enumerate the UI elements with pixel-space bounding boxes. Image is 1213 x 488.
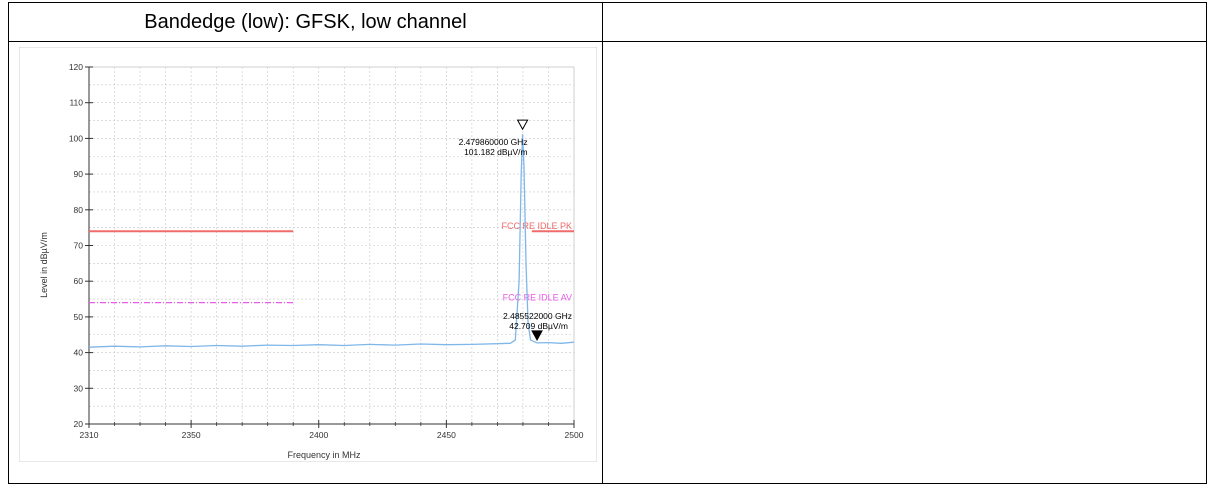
y-tick-label: 120 — [69, 62, 83, 72]
marker-open-triangle-icon — [516, 119, 529, 131]
marker-freq-label: 2.479860000 GHz — [459, 137, 528, 147]
x-tick-label: 2310 — [80, 430, 99, 440]
chart-cell: 20 30 40 50 60 70 80 90 100 110 120 2310 2350 2400 245… — [8, 41, 603, 484]
table-header-left: Bandedge (low): GFSK, low channel — [8, 2, 603, 42]
x-tick-label: 2450 — [437, 430, 456, 440]
y-tick-label: 90 — [74, 169, 84, 179]
table-header-row: Bandedge (low): GFSK, low channel — [8, 2, 1207, 42]
series-line-0 — [88, 134, 575, 348]
table-header-right — [602, 2, 1207, 42]
limit-label-1: FCC RE IDLE AV — [503, 293, 572, 303]
x-axis-label: Frequency in MHz — [287, 450, 361, 460]
axes: 20 30 40 50 60 70 80 90 100 110 120 2310 2350 2400 245… — [69, 62, 584, 440]
series-group — [88, 134, 575, 348]
marker-level-label: 42.709 dBµV/m — [509, 321, 568, 331]
y-tick-label: 60 — [74, 276, 84, 286]
y-tick-label: 20 — [74, 419, 84, 429]
marker-level-label: 101.182 dBµV/m — [464, 147, 528, 157]
table-empty-cell — [602, 41, 1207, 484]
marker-freq-label: 2.485522000 GHz — [503, 311, 572, 321]
report-table: Bandedge (low): GFSK, low channel 20 30 40… — [8, 2, 1207, 484]
x-tick-label: 2400 — [309, 430, 328, 440]
y-tick-label: 40 — [74, 348, 84, 358]
x-tick-label: 2350 — [182, 430, 201, 440]
x-tick-label: 2500 — [565, 430, 584, 440]
y-tick-label: 70 — [74, 241, 84, 251]
y-tick-label: 100 — [69, 133, 83, 143]
y-tick-label: 50 — [74, 312, 84, 322]
marker-filled-triangle-icon — [531, 330, 543, 341]
limit-lines: FCC RE IDLE PK FCC RE IDLE AV — [89, 221, 574, 304]
y-tick-label: 110 — [69, 98, 83, 108]
y-tick-label: 30 — [74, 383, 84, 393]
y-tick-label: 80 — [74, 205, 84, 215]
chart-container: 20 30 40 50 60 70 80 90 100 110 120 2310 2350 2400 245… — [18, 46, 598, 463]
limit-label-0: FCC RE IDLE PK — [501, 221, 572, 231]
table-chart-row: 20 30 40 50 60 70 80 90 100 110 120 2310 2350 2400 245… — [8, 41, 1207, 484]
bandedge-chart: 20 30 40 50 60 70 80 90 100 110 120 2310 2350 2400 245… — [18, 46, 598, 463]
plot-frame — [18, 46, 598, 463]
y-axis-label: Level in dBµV/m — [39, 232, 49, 298]
